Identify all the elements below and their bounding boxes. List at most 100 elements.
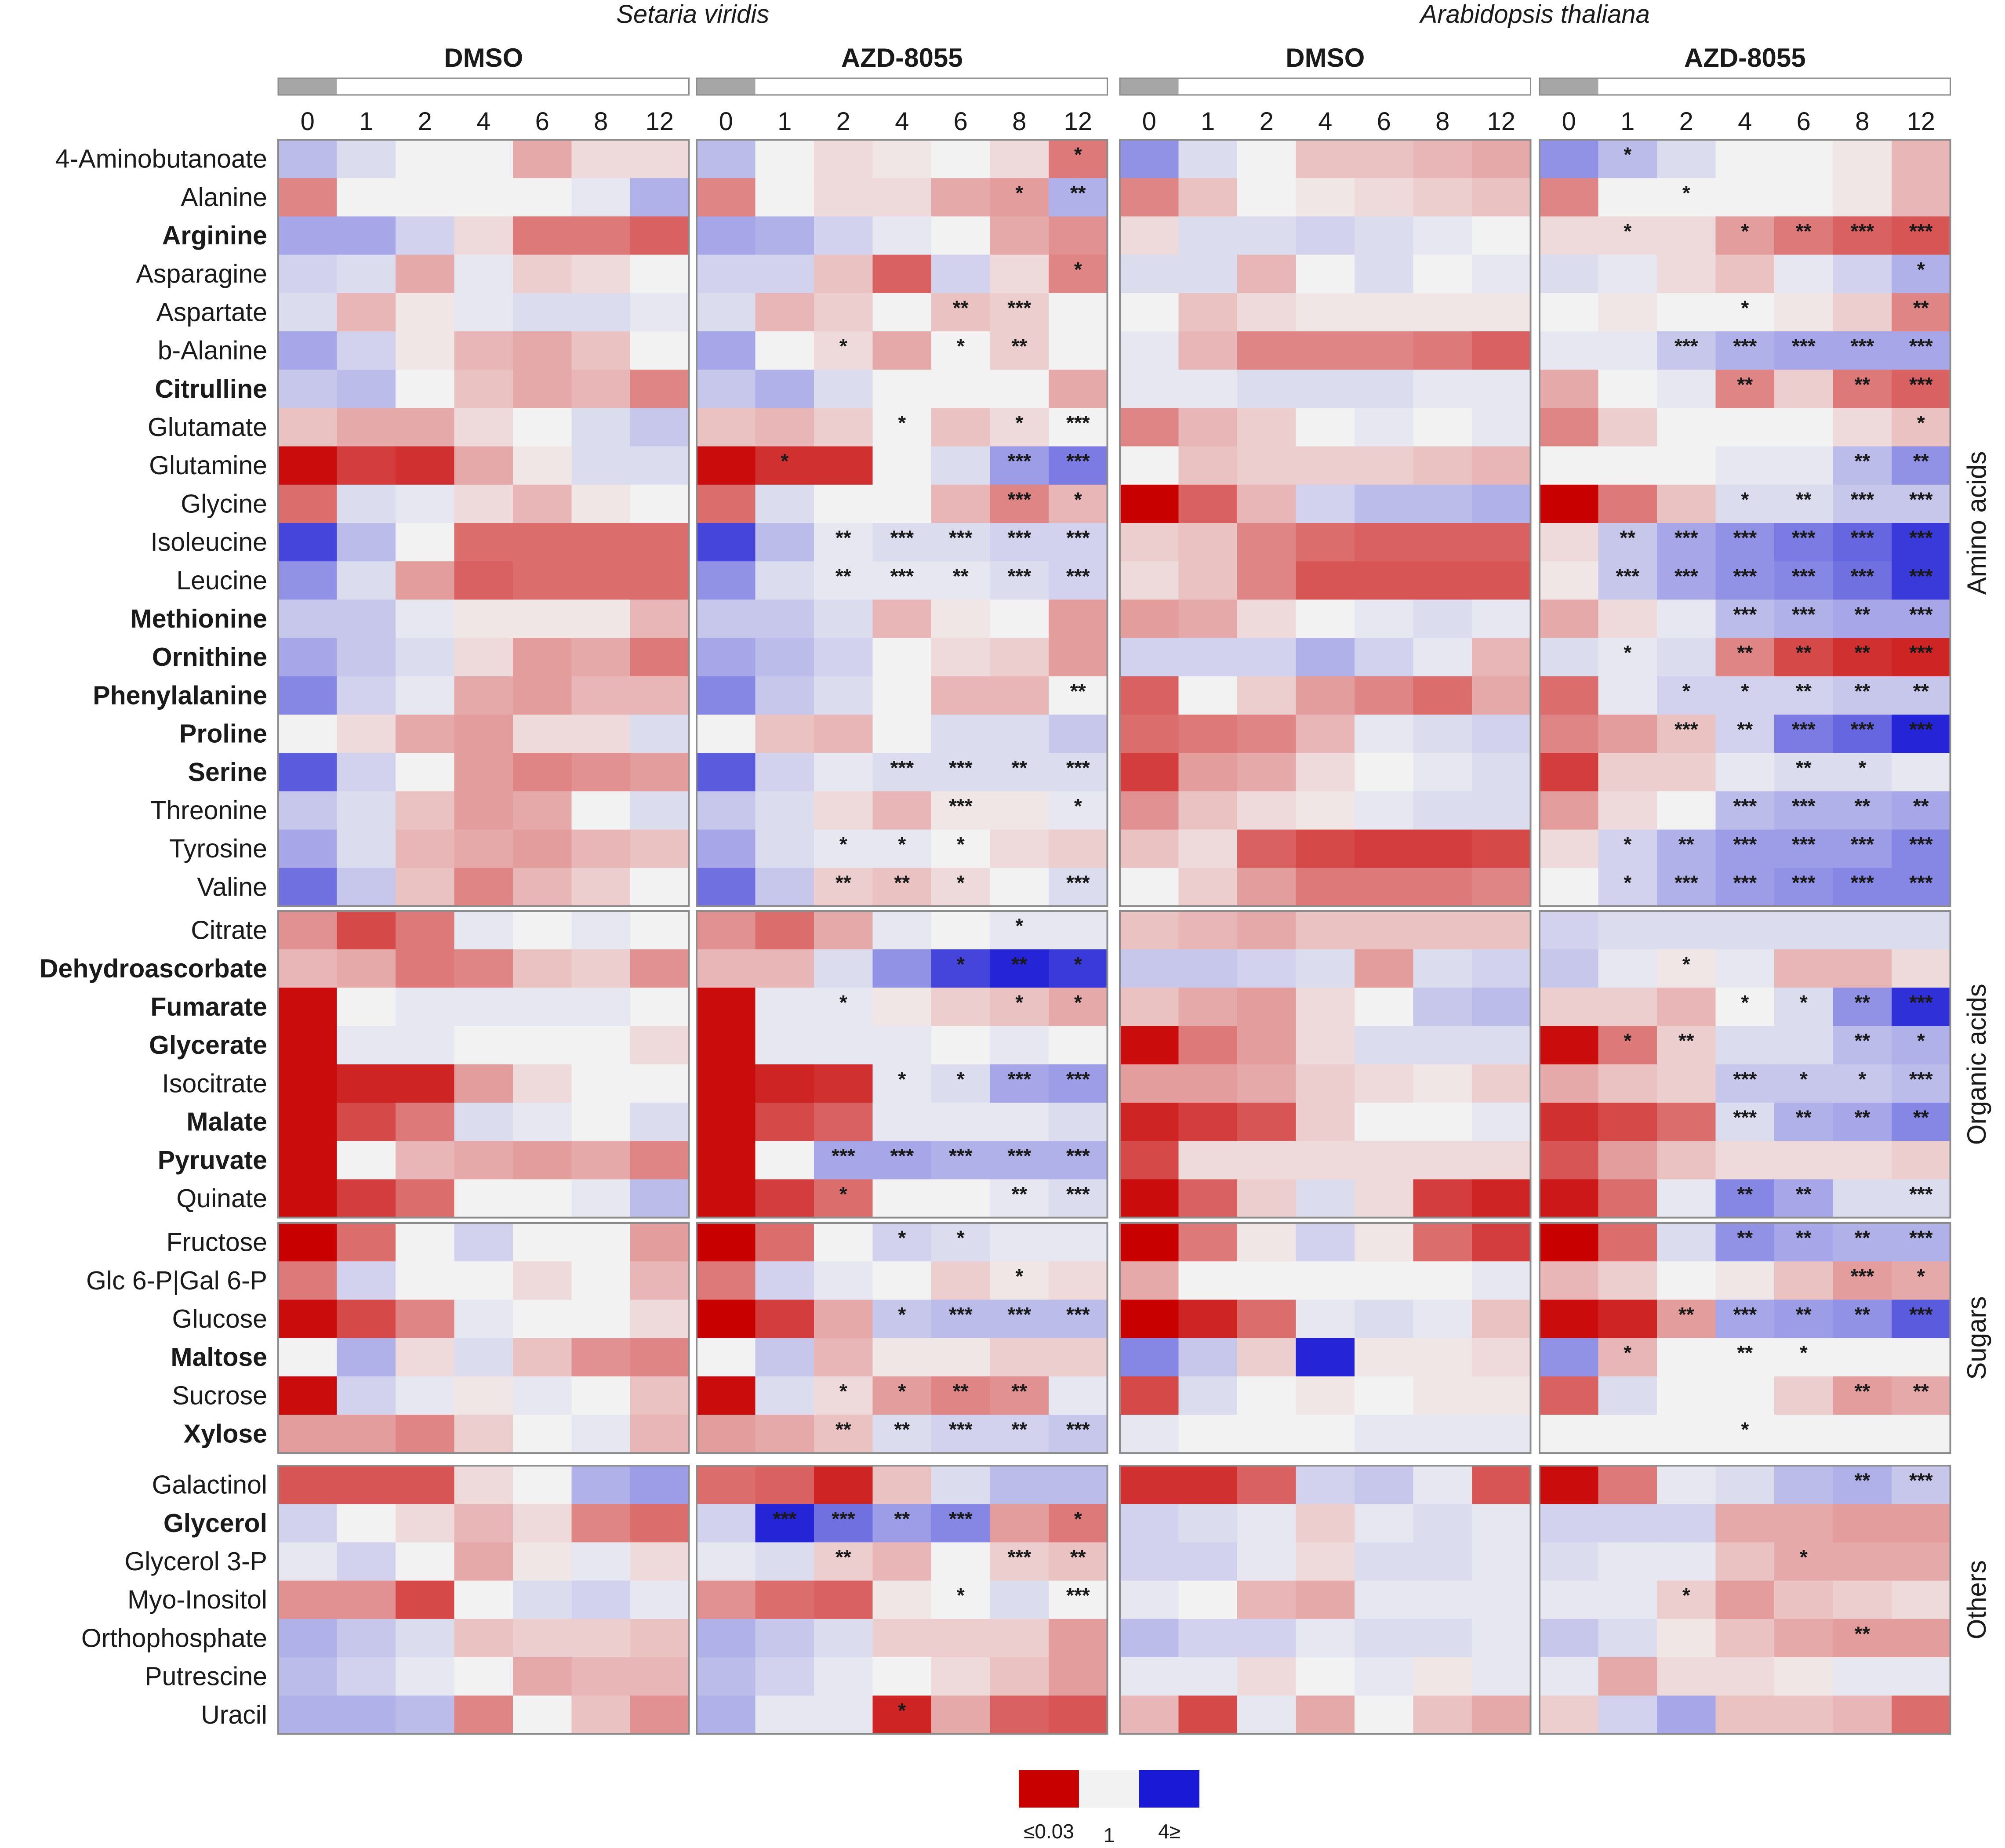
heatmap-cell [697,988,756,1027]
heatmap-cell [1540,1657,1599,1696]
heatmap-cell [1540,484,1599,523]
heatmap-cell [1049,1657,1108,1696]
significance-marker: *** [1674,718,1698,741]
heatmap-cell [1657,1338,1716,1377]
heatmap-cell [513,829,572,868]
heatmap-cell [814,140,873,178]
heatmap-cell [697,446,756,485]
heatmap-cell [1178,523,1238,562]
heatmap-cell [990,331,1049,370]
significance-marker: ** [1854,1303,1870,1326]
heatmap-cell [278,446,338,485]
significance-marker: ** [1854,641,1870,664]
heatmap-cell [1120,676,1179,715]
heatmap-cell [571,1141,631,1180]
heatmap-cell [755,1103,814,1141]
heatmap-cell [755,1466,814,1504]
heatmap-cell [630,331,690,370]
species-title: Arabidopsis thaliana [1419,0,1650,29]
heatmap-cell [1598,911,1657,950]
heatmap-cell [755,1141,814,1180]
heatmap-cell [278,1223,338,1262]
heatmap-cell [1892,949,1951,988]
significance-marker: * [1015,411,1023,434]
heatmap-cell [1178,1466,1238,1504]
heatmap-cell [513,408,572,447]
heatmap-cell [1833,715,1892,753]
heatmap-cell [697,370,756,409]
heatmap-cell [1774,484,1834,523]
heatmap-cell [755,1338,814,1377]
heatmap-cell [1657,446,1716,485]
heatmap-cell [1413,1504,1472,1543]
heatmap-cell [454,791,513,830]
heatmap-cell [630,370,690,409]
heatmap-cell [1715,140,1775,178]
heatmap-cell [337,216,396,255]
heatmap-cell [278,1026,338,1065]
heatmap-cell [454,1415,513,1453]
heatmap-cell [1355,829,1414,868]
heatmap-cell [1355,1064,1414,1103]
heatmap-cell [931,370,991,409]
heatmap-cell [337,753,396,792]
significance-marker: ** [1796,1183,1812,1205]
heatmap-cell [1049,715,1108,753]
heatmap-cell [1657,949,1716,988]
heatmap-cell [1120,1300,1179,1339]
heatmap-cell [872,638,932,677]
heatmap-cell [1237,1141,1297,1180]
heatmap-cell [337,140,396,178]
heatmap-cell [1774,1026,1834,1065]
heatmap-cell [1120,638,1179,677]
heatmap-cell [396,949,455,988]
heatmap-cell [1413,1026,1472,1065]
heatmap-cell [337,868,396,907]
heatmap-cell [1715,1300,1775,1339]
heatmap-cell [1774,254,1834,294]
metabolite-label: Pyruvate [158,1146,267,1175]
heatmap-cell [1892,1376,1951,1415]
heatmap-cell [571,1103,631,1141]
metabolite-label: Citrulline [155,374,267,403]
heatmap-cell [990,561,1049,600]
heatmap-cell [630,1696,690,1735]
heatmap-cell [1657,140,1716,178]
heatmap-cell [1657,715,1716,753]
heatmap-cell [278,331,338,370]
heatmap-cell [337,178,396,217]
heatmap-cell [278,868,338,907]
significance-marker: * [1624,143,1631,166]
heatmap-cell [571,1415,631,1453]
heatmap-cell [337,484,396,523]
heatmap-cell [990,254,1049,294]
significance-marker: * [1682,679,1690,702]
heatmap-cell [1598,1223,1657,1262]
heatmap-cell [1413,178,1472,217]
heatmap-cell [1237,178,1297,217]
heatmap-cell [931,1103,991,1141]
heatmap-cell [396,1300,455,1339]
heatmap-cell [1833,1141,1892,1180]
heatmap-cell [513,1103,572,1141]
heatmap-cell [337,1466,396,1504]
heatmap-cell [513,446,572,485]
heatmap-cell [1120,1415,1179,1453]
heatmap-cell [697,1300,756,1339]
significance-marker: * [1917,258,1925,281]
heatmap-cell [1598,140,1657,178]
heatmap-cell [1833,638,1892,677]
heatmap-cell [337,715,396,753]
heatmap-cell [1774,676,1834,715]
heatmap-cell [1355,988,1414,1027]
heatmap-cell [1413,1103,1472,1141]
time-bar-baseline [697,79,756,94]
heatmap-cell [1774,1179,1834,1218]
heatmap-cell [814,638,873,677]
heatmap-cell [1049,408,1108,447]
heatmap-cell [1833,1415,1892,1453]
heatmap-cell [1540,1376,1599,1415]
significance-marker: *** [1850,871,1874,894]
heatmap-cell [1178,1141,1238,1180]
heatmap-cell [1355,370,1414,409]
